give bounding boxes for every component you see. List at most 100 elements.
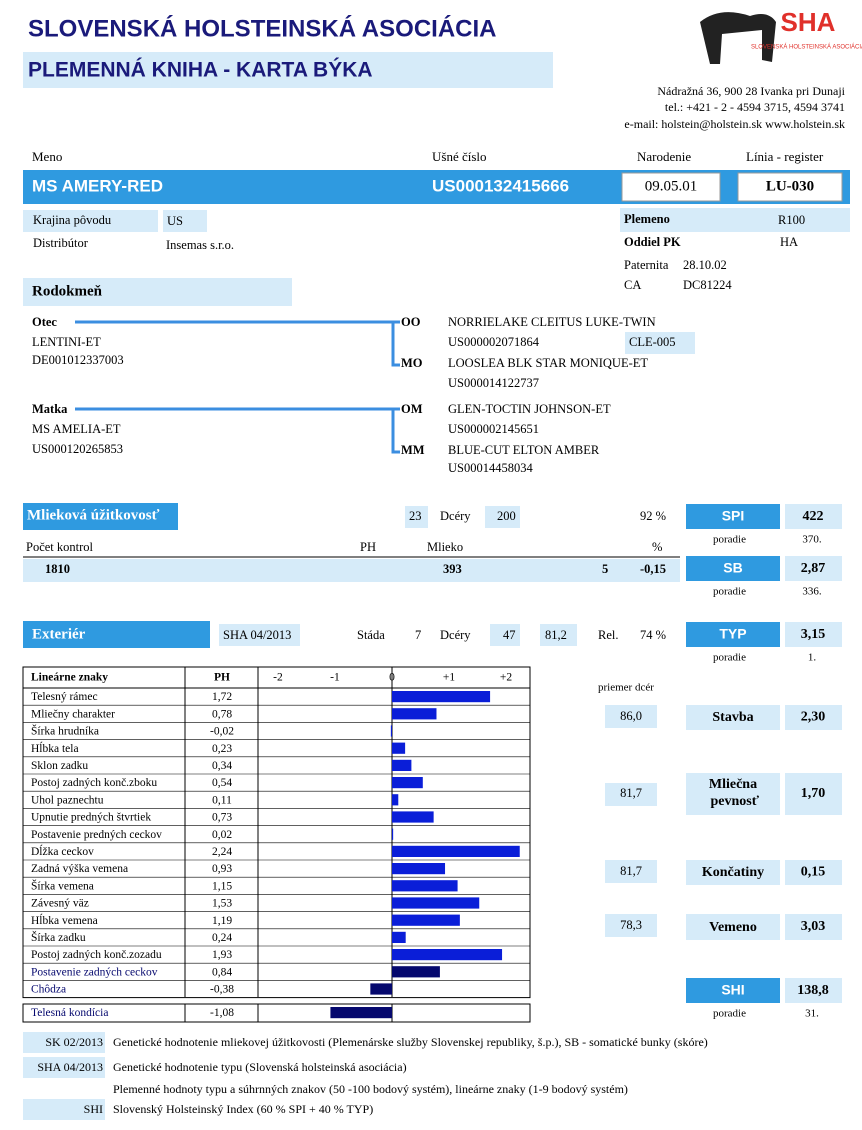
trait-value: 0,54 — [212, 777, 232, 789]
text: % — [652, 540, 662, 554]
box — [23, 621, 210, 648]
box — [785, 705, 842, 730]
trait-name: Postoj zadných konč.zozadu — [31, 949, 162, 961]
box — [605, 860, 657, 883]
text: Matka — [32, 402, 68, 416]
text: e-mail: holstein@holstein.sk www.holstei… — [624, 117, 845, 131]
box — [22, 1003, 531, 1023]
box — [686, 705, 780, 730]
text: SHA 04/2013 — [223, 628, 291, 642]
trait-name: Telesná kondícia — [31, 1007, 108, 1019]
trait-name: Mliečny charakter — [31, 708, 115, 720]
trait-value: 0,84 — [212, 966, 232, 978]
box — [686, 978, 780, 1003]
x-tick-label: +2 — [500, 672, 512, 684]
trait-bar — [392, 931, 406, 943]
text: 81,2 — [545, 628, 567, 642]
box — [23, 1057, 105, 1078]
text: Oddiel PK — [624, 235, 681, 249]
text: Krajina pôvodu — [33, 213, 112, 227]
box — [785, 622, 842, 647]
trait-name: Upnutie predných štvrtiek — [31, 812, 151, 824]
text: Distribútor — [33, 236, 89, 250]
text: PH — [214, 672, 230, 684]
box — [785, 504, 842, 529]
trait-bar — [392, 966, 440, 978]
text: US — [167, 214, 183, 228]
text: SHA — [781, 7, 836, 37]
text: NORRIELAKE CLEITUS LUKE-TWIN — [448, 315, 656, 329]
trait-name: Dĺžka ceckov — [31, 844, 94, 858]
text: US000002071864 — [448, 335, 540, 349]
text: 28.10.02 — [683, 258, 727, 272]
box — [485, 506, 520, 528]
box — [620, 208, 850, 232]
text: 422 — [803, 509, 824, 524]
text: Insemas s.r.o. — [166, 238, 234, 252]
text: Plemenné hodnoty typu a súhrnných znakov… — [113, 1082, 628, 1096]
text: poradie — [713, 652, 746, 664]
text: R100 — [778, 213, 805, 227]
text: US00014458034 — [448, 461, 533, 475]
logo-cow — [700, 12, 776, 64]
text: Exteriér — [32, 626, 86, 642]
trait-name: Zadná výška vemena — [31, 863, 128, 875]
text: SPI — [722, 508, 745, 524]
trait-value: 1,72 — [212, 691, 232, 703]
box — [163, 210, 207, 232]
trait-value: 0,11 — [212, 794, 232, 806]
text: 74 % — [640, 628, 666, 642]
box — [23, 559, 680, 582]
trait-bar — [390, 725, 393, 737]
text: 370. — [802, 534, 822, 546]
box — [405, 506, 428, 528]
text: priemer dcér — [598, 682, 654, 694]
box — [23, 52, 553, 88]
text: US000120265853 — [32, 442, 123, 456]
text: 47 — [503, 628, 516, 642]
text: 3,03 — [801, 919, 826, 934]
trait-value: 0,93 — [212, 863, 232, 875]
trait-bar — [392, 759, 412, 771]
box — [605, 705, 657, 728]
text: DE001012337003 — [32, 353, 124, 367]
trait-value: -0,38 — [210, 984, 234, 996]
box — [23, 1032, 105, 1053]
text: 2,30 — [801, 710, 826, 725]
box — [23, 210, 158, 232]
box — [625, 332, 695, 354]
text: SHI — [721, 982, 744, 998]
text: Genetické hodnotenie typu (Slovenská hol… — [113, 1060, 407, 1074]
box — [686, 556, 780, 581]
text: 23 — [409, 509, 422, 523]
text: Vemeno — [709, 920, 757, 935]
text: US000014122737 — [448, 376, 539, 390]
text: 3,15 — [801, 627, 826, 642]
text: CLE-005 — [629, 335, 676, 349]
trait-bar — [392, 777, 423, 789]
trait-bar — [330, 1007, 393, 1019]
trait-value: 0,23 — [212, 743, 232, 755]
trait-name: Šírka hrudníka — [31, 724, 99, 738]
text: Narodenie — [637, 149, 691, 164]
box — [686, 773, 780, 815]
text: SK 02/2013 — [45, 1035, 103, 1049]
text: SHI — [84, 1102, 103, 1116]
trait-name: Postavenie predných ceckov — [31, 829, 162, 841]
box — [540, 624, 577, 646]
text: DC81224 — [683, 278, 732, 292]
text: 1,70 — [801, 786, 826, 801]
text: PH — [360, 540, 376, 554]
text: Rel. — [598, 628, 618, 642]
text: HA — [780, 235, 798, 249]
text: US000002145651 — [448, 422, 539, 436]
trait-name: Závesný väz — [31, 898, 89, 910]
text: MM — [401, 443, 425, 457]
trait-bar — [392, 794, 399, 806]
text: MO — [401, 356, 423, 370]
trait-name: Telesný rámec — [31, 691, 98, 703]
text: MS AMELIA-ET — [32, 422, 121, 436]
text: SHA 04/2013 — [37, 1060, 103, 1074]
box — [686, 914, 780, 940]
